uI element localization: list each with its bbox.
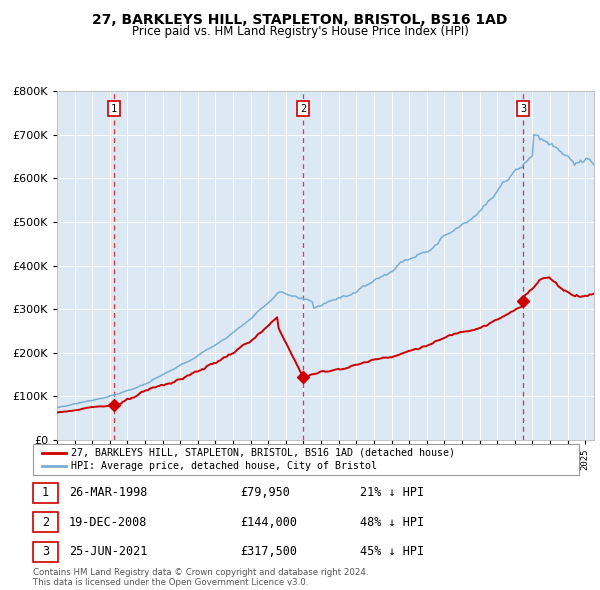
Text: This data is licensed under the Open Government Licence v3.0.: This data is licensed under the Open Gov… <box>33 578 308 588</box>
Text: 45% ↓ HPI: 45% ↓ HPI <box>360 545 424 558</box>
Text: 27, BARKLEYS HILL, STAPLETON, BRISTOL, BS16 1AD (detached house): 27, BARKLEYS HILL, STAPLETON, BRISTOL, B… <box>71 448 455 458</box>
Text: 21% ↓ HPI: 21% ↓ HPI <box>360 486 424 499</box>
Text: 19-DEC-2008: 19-DEC-2008 <box>69 516 148 529</box>
Text: Price paid vs. HM Land Registry's House Price Index (HPI): Price paid vs. HM Land Registry's House … <box>131 25 469 38</box>
Text: £317,500: £317,500 <box>240 545 297 558</box>
Text: Contains HM Land Registry data © Crown copyright and database right 2024.: Contains HM Land Registry data © Crown c… <box>33 568 368 577</box>
Text: 1: 1 <box>42 486 49 499</box>
Text: £144,000: £144,000 <box>240 516 297 529</box>
Text: 27, BARKLEYS HILL, STAPLETON, BRISTOL, BS16 1AD: 27, BARKLEYS HILL, STAPLETON, BRISTOL, B… <box>92 13 508 27</box>
Text: 3: 3 <box>520 104 526 114</box>
Text: 26-MAR-1998: 26-MAR-1998 <box>69 486 148 499</box>
Text: 48% ↓ HPI: 48% ↓ HPI <box>360 516 424 529</box>
Text: 1: 1 <box>111 104 117 114</box>
Text: 3: 3 <box>42 545 49 558</box>
Text: HPI: Average price, detached house, City of Bristol: HPI: Average price, detached house, City… <box>71 461 377 471</box>
Text: 2: 2 <box>300 104 306 114</box>
Text: £79,950: £79,950 <box>240 486 290 499</box>
Text: 2: 2 <box>42 516 49 529</box>
Text: 25-JUN-2021: 25-JUN-2021 <box>69 545 148 558</box>
